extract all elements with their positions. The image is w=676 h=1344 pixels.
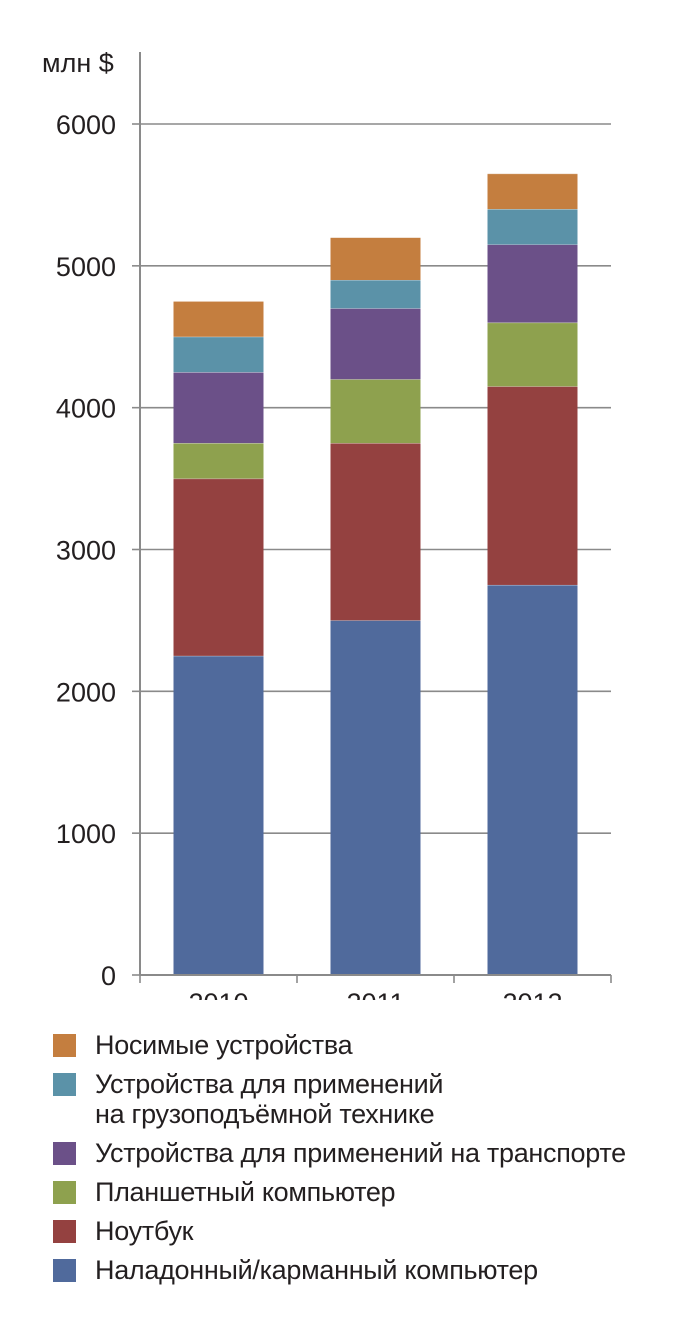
legend-item: Носимые устройства [53,1030,673,1060]
bar-segment [173,372,264,444]
y-tick-label: 5000 [56,252,116,282]
bar-segment [330,620,421,975]
legend-swatch [53,1073,76,1096]
legend-swatch [53,1220,76,1243]
x-tick-label: 2012 [502,988,562,1000]
bar-segment [487,584,578,975]
bar-segment [173,301,264,337]
y-tick-label: 1000 [56,819,116,849]
bar-segment [330,308,421,380]
legend-swatch [53,1142,76,1165]
legend-swatch [53,1259,76,1282]
bar-segment [173,336,264,373]
bars [173,173,578,975]
axes: 0 1000 2000 3000 4000 5000 6000 2010 2011 2012 [56,52,612,1000]
y-tick-label: 2000 [56,677,116,707]
chart-canvas: 0 1000 2000 3000 4000 5000 6000 2010 2011 2012 мл… [42,48,612,1000]
legend-item: Ноутбук [53,1216,673,1246]
legend-label: Устройства для применений на грузоподъём… [95,1069,444,1129]
bar-segment [487,244,578,323]
legend-item: Наладонный/карманный компьютер [53,1255,673,1285]
legend-item: Планшетный компьютер [53,1177,673,1207]
legend-swatch [53,1034,76,1057]
stacked-bar-chart: 0 1000 2000 3000 4000 5000 6000 2010 2011 2012 мл… [42,48,612,1000]
bar-segment [487,209,578,245]
y-tick-label: 4000 [56,394,116,424]
y-tick-label: 6000 [56,110,116,140]
legend-label: Ноутбук [95,1216,194,1246]
legend-label: Носимые устройства [95,1030,353,1060]
legend-label: Планшетный компьютер [95,1177,396,1207]
legend-item: Устройства для применений на транспорте [53,1138,673,1168]
bar-segment [330,443,421,621]
y-unit-label: млн $ [42,48,114,78]
bar-segment [330,237,421,281]
legend-label: Устройства для применений на транспорте [95,1138,626,1168]
bar-segment [487,322,578,387]
y-tick-label: 0 [101,961,116,991]
y-tick-label: 3000 [56,536,116,566]
legend-item: Устройства для применений на грузоподъём… [53,1069,673,1129]
x-tick-label: 2011 [346,988,404,1000]
legend: Носимые устройства Устройства для примене… [53,1030,673,1294]
bar-segment [487,173,578,210]
x-tick-label: 2010 [188,988,248,1000]
bar-segment [173,443,264,479]
legend-swatch [53,1181,76,1204]
bar-segment [173,478,264,656]
legend-label: Наладонный/карманный компьютер [95,1255,538,1285]
bar-segment [330,280,421,309]
bar-segment [173,655,264,975]
bar-segment [487,386,578,585]
bar-segment [330,379,421,444]
